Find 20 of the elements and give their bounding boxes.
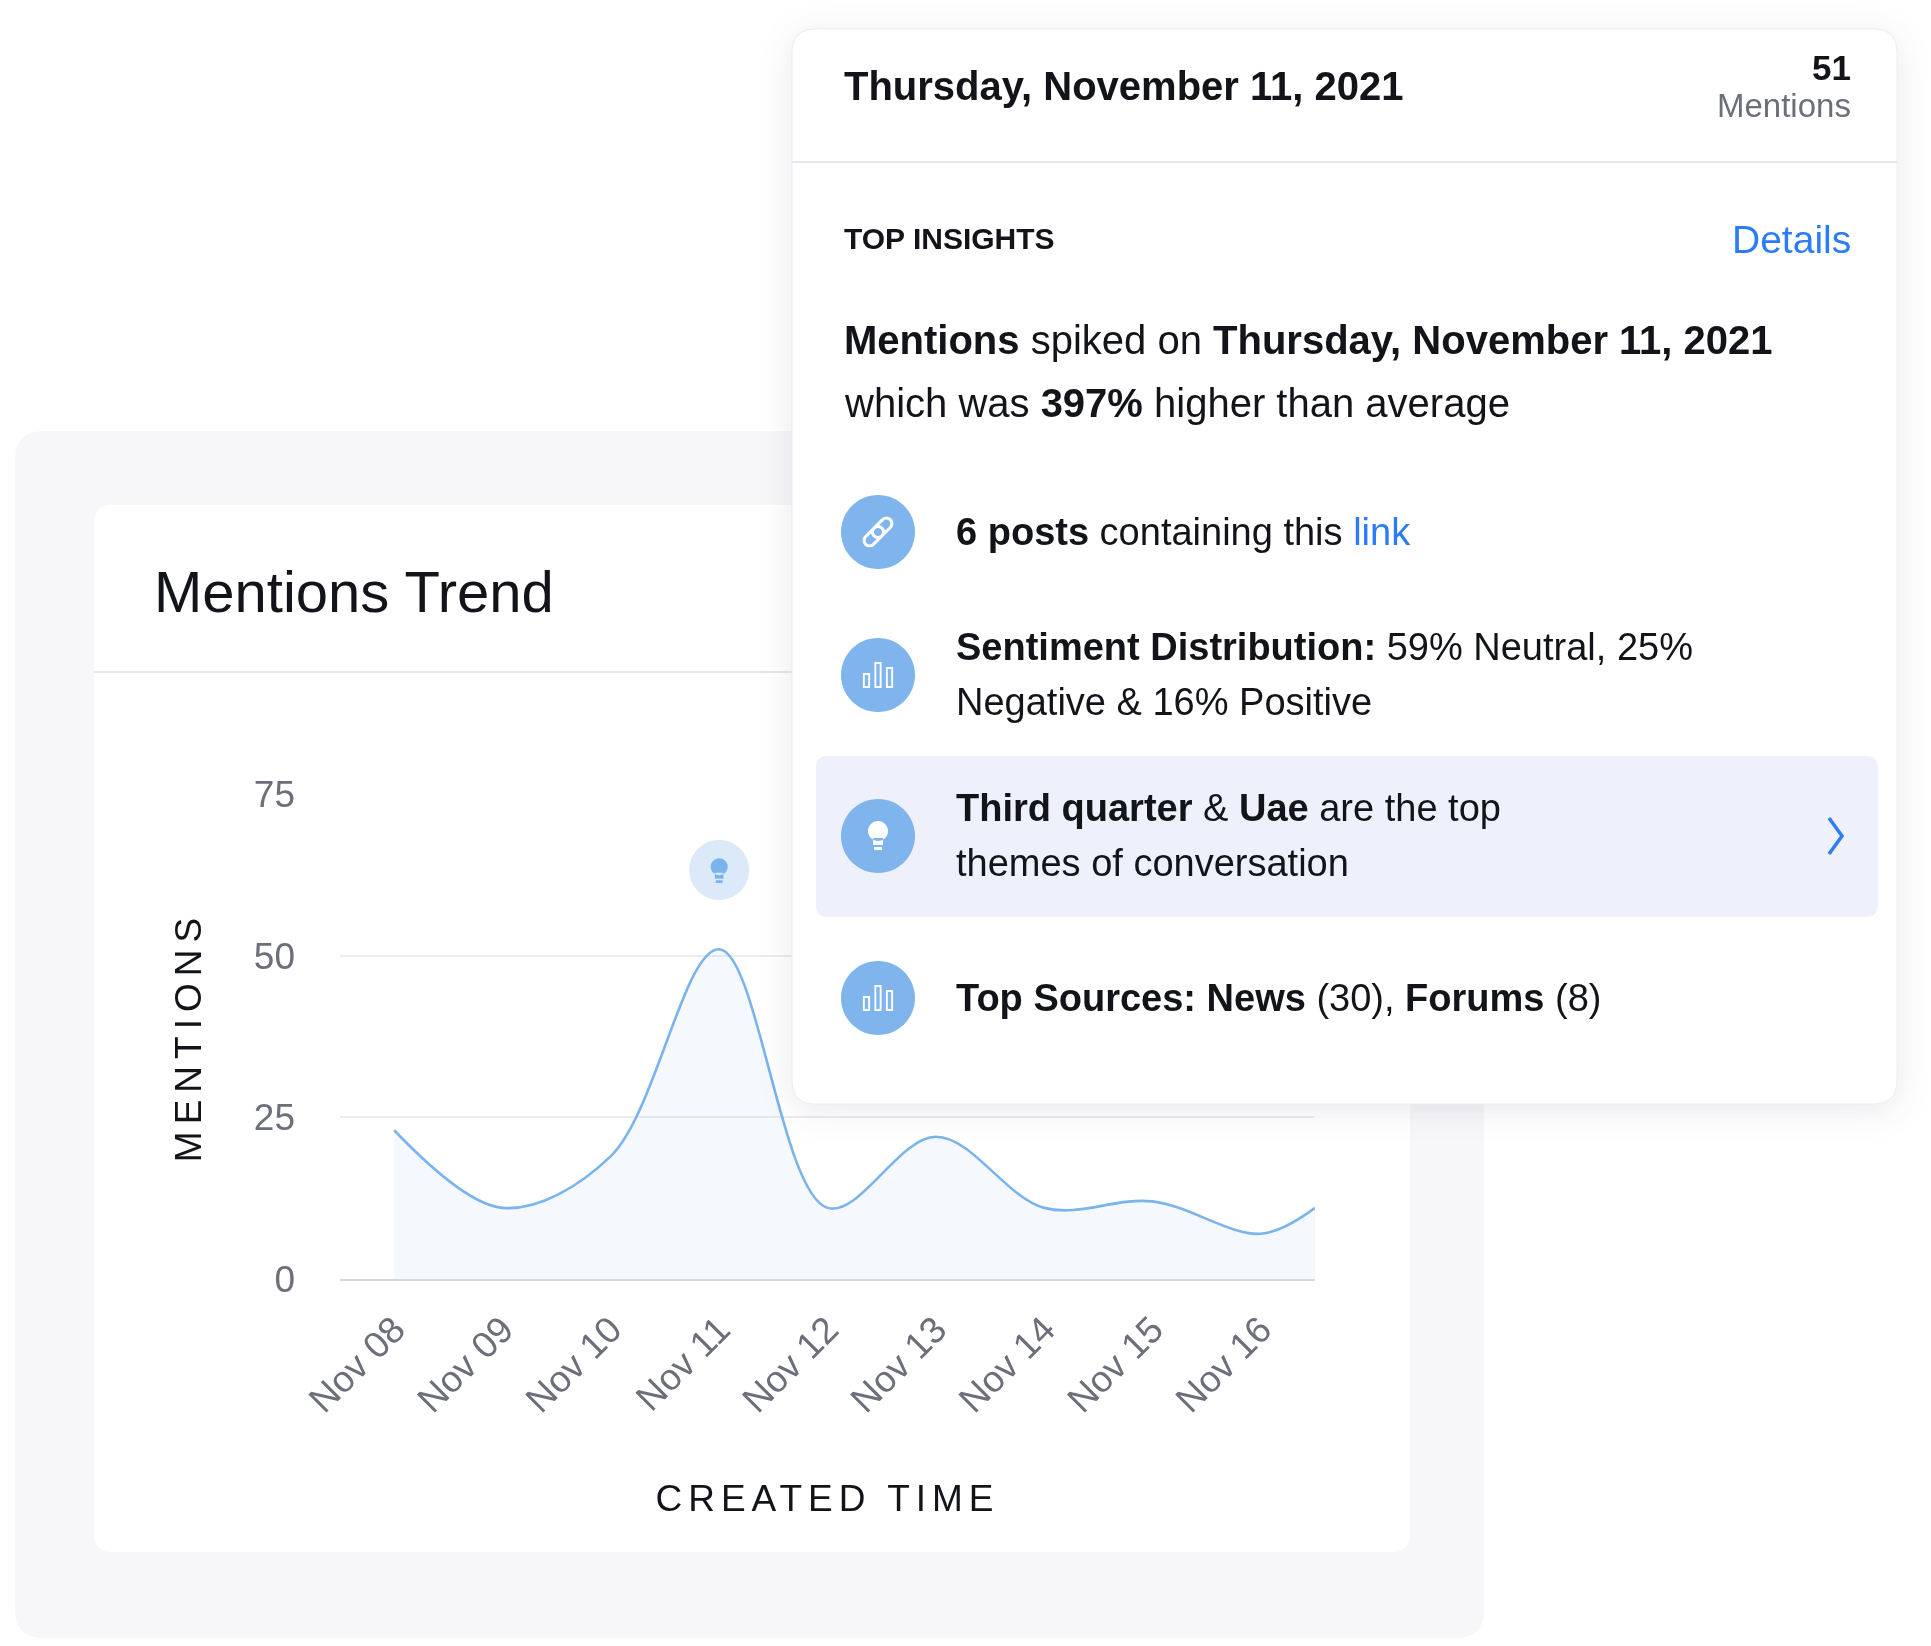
text: 6 posts containing this link (956, 511, 1412, 553)
text: Sentiment Distribution: 59% Neutral, 25% (956, 626, 1693, 668)
annotation: themes of conversation (956, 842, 1349, 884)
text: which was 397% higher than average (844, 381, 1510, 425)
chart-title: Mentions Trend (154, 559, 554, 625)
text: Mentions (1717, 87, 1851, 124)
y-tick-label: 75 (253, 773, 295, 815)
text: TOP INSIGHTS (844, 222, 1055, 255)
y-tick-label: 0 (274, 1258, 295, 1300)
y-tick-label: 25 (253, 1097, 295, 1139)
annotation: Third quarter & Uae are the top (956, 787, 1501, 829)
text: Mentions spiked on Thursday, November 11, 2021 (844, 318, 1773, 362)
annotation: Top Sources: News (30), Forums (8) (956, 977, 1602, 1019)
text: 51 (1812, 48, 1851, 87)
text: Details (1732, 218, 1852, 261)
text: Thursday, November 11, 2021 (844, 64, 1404, 108)
y-axis-title: MENTIONS (168, 910, 210, 1163)
text: Negative & 16% Positive (956, 681, 1373, 723)
y-tick-label: 50 (253, 935, 295, 977)
x-axis-title: CREATED TIME (655, 1478, 1000, 1520)
